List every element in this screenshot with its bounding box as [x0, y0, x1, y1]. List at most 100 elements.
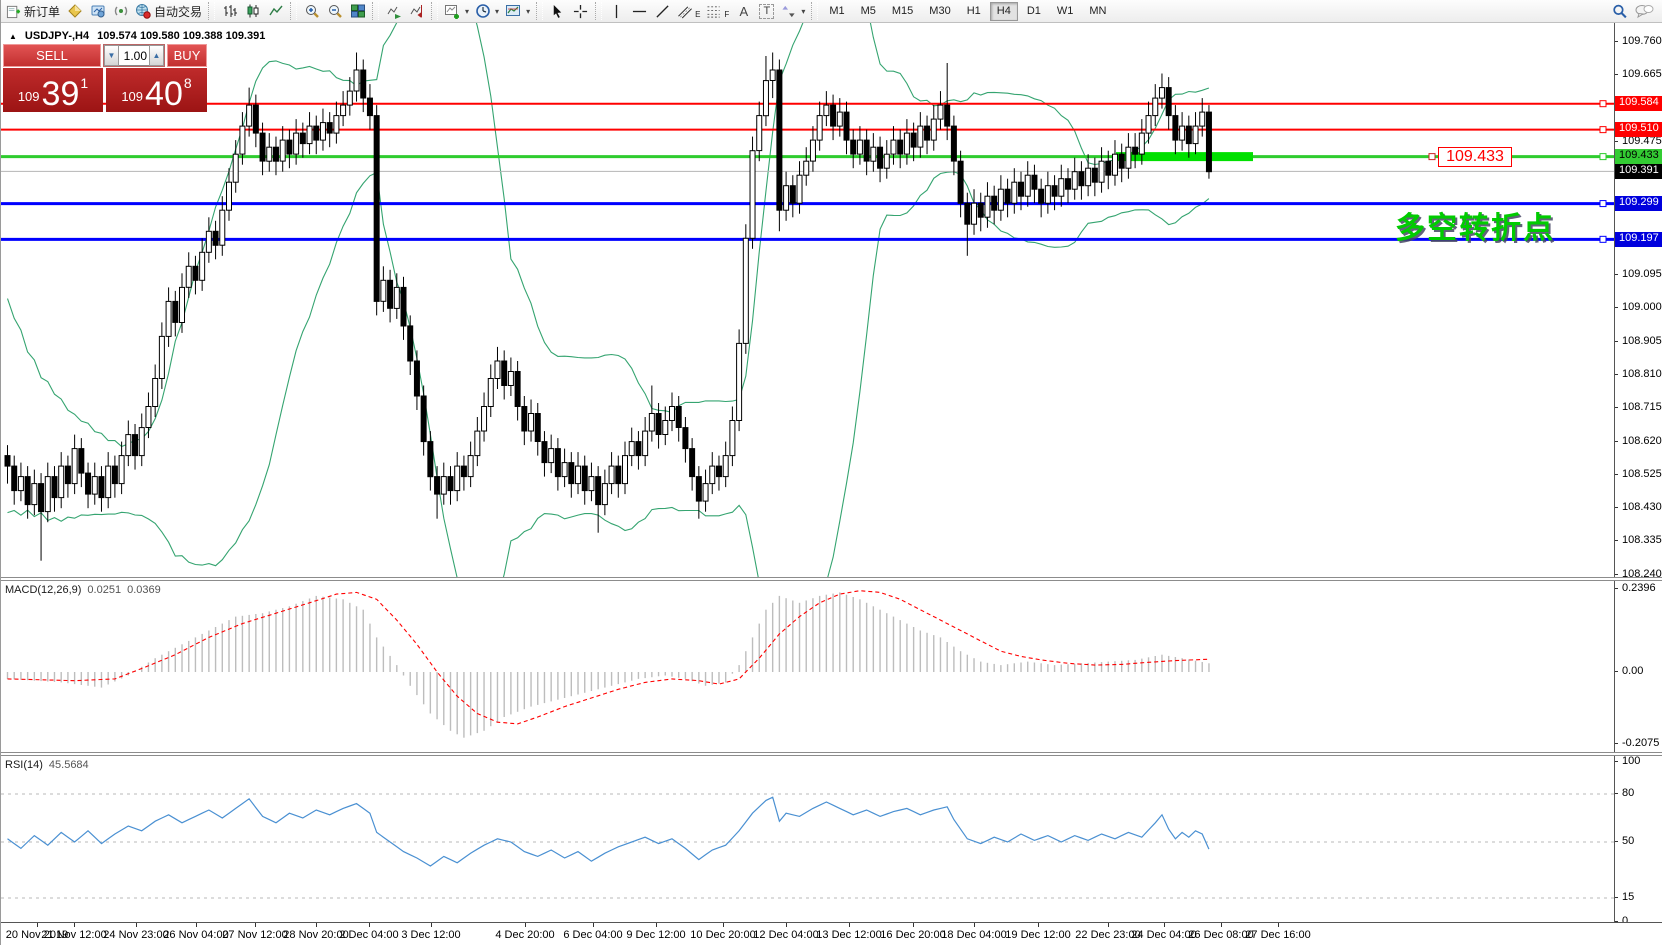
time-axis-tick [1108, 923, 1109, 927]
add-indicator-button[interactable]: ▾ [441, 1, 472, 22]
axis-tick [1614, 440, 1618, 442]
diamond-icon [67, 4, 82, 18]
new-order-icon [6, 5, 21, 18]
pane-separator[interactable] [1, 577, 1662, 581]
line-chart-button[interactable] [264, 1, 287, 22]
time-axis-label: 19 Dec 12:00 [1005, 929, 1071, 941]
price-tag-level: 109.433 [1615, 149, 1662, 165]
axis-label: 100 [1622, 755, 1641, 767]
axis-label: 109.000 [1622, 301, 1662, 314]
axis-tick [1614, 671, 1618, 672]
timeframe-button-m1[interactable]: M1 [822, 2, 851, 21]
timeframe-button-d1[interactable]: D1 [1020, 2, 1048, 21]
indicator-list-button[interactable] [63, 1, 86, 22]
timeframe-button-m30[interactable]: M30 [922, 2, 957, 21]
zoom-in-icon [305, 5, 319, 18]
axis-label: 108.240 [1622, 567, 1662, 580]
volume-input[interactable] [119, 45, 149, 66]
rsi-value: 45.5684 [48, 759, 89, 771]
sell-price-display[interactable]: 109 39 1 [3, 68, 103, 112]
arrows-tool-button[interactable]: ▾ [778, 1, 808, 22]
bar-chart-button[interactable] [218, 1, 241, 22]
axis-tick [1614, 588, 1618, 590]
one-click-trading-panel: SELL ▼ ▲ BUY 109 39 1 109 40 8 [3, 44, 207, 112]
chart-annotation-text[interactable]: 多空转折点 [1395, 212, 1555, 245]
toolbar-grip [208, 2, 216, 20]
time-axis-label: 20 Nov 2019 [5, 929, 69, 941]
pane-separator[interactable] [1, 752, 1662, 756]
time-axis-tick [593, 923, 594, 927]
templates-button[interactable]: ▾ [502, 1, 533, 22]
auto-scroll-button[interactable] [382, 1, 405, 22]
crosshair-icon [574, 4, 588, 18]
market-watch-button[interactable] [86, 1, 109, 22]
time-axis[interactable]: 20 Nov 2019 21 Nov 12:00 24 Nov 23:00 26 No… [1, 922, 1662, 945]
buy-button[interactable]: BUY [167, 44, 207, 67]
axis-label: 109.665 [1622, 68, 1662, 81]
text-tool-button[interactable]: A [732, 1, 755, 22]
timeframe-button-m15[interactable]: M15 [885, 2, 920, 21]
sell-button[interactable]: SELL [3, 44, 101, 67]
chart-shift-button[interactable] [405, 1, 428, 22]
price-axis-border [1614, 23, 1615, 922]
chevron-down-icon: ▾ [465, 6, 470, 16]
axis-tick [1614, 340, 1618, 342]
time-axis-tick [786, 923, 787, 927]
vertical-line-icon [615, 4, 618, 18]
tile-windows-button[interactable] [346, 1, 369, 22]
timeframe-button-mn[interactable]: MN [1082, 2, 1113, 21]
price-label-box[interactable]: 109.433 [1438, 147, 1512, 167]
signal-button[interactable] [109, 1, 132, 22]
zoom-out-button[interactable] [323, 1, 346, 22]
time-axis-tick [136, 923, 137, 927]
axis-label: 15 [1622, 891, 1635, 903]
volume-decrease-button[interactable]: ▼ [104, 45, 119, 66]
main-price-pane[interactable] [1, 23, 1614, 577]
text-label-tool-button[interactable]: T [755, 1, 778, 22]
candlestick-chart-button[interactable] [241, 1, 264, 22]
axis-tick [1614, 74, 1618, 76]
axis-label: 80 [1622, 787, 1635, 799]
timeframe-button-m5[interactable]: M5 [854, 2, 883, 21]
fibo-f-glyph: F [724, 9, 730, 19]
terminal-icon [91, 5, 105, 18]
toolbar: 新订单 自动交易 [1, 0, 1662, 23]
timeframe-button-h4[interactable]: H4 [989, 1, 1018, 21]
time-axis-tick [913, 923, 914, 927]
chat-button[interactable] [1631, 1, 1657, 22]
axis-label: 50 [1622, 835, 1635, 847]
time-axis-label: 24 Dec 04:00 [1131, 929, 1197, 941]
time-axis-label: 21 Nov 12:00 [41, 929, 107, 941]
buy-price-display[interactable]: 109 40 8 [106, 68, 207, 112]
macd-pane[interactable] [1, 581, 1614, 752]
volume-increase-button[interactable]: ▲ [149, 45, 164, 66]
vertical-line-tool-button[interactable] [605, 1, 628, 22]
price-tag-level: 109.510 [1615, 122, 1662, 138]
rsi-pane[interactable] [1, 756, 1614, 922]
zoom-in-button[interactable] [300, 1, 323, 22]
chevron-down-icon: ▾ [801, 6, 806, 16]
horizontal-line-tool-button[interactable] [628, 1, 651, 22]
fibonacci-tool-button[interactable]: F [703, 1, 732, 22]
channel-tool-button[interactable]: E [674, 1, 703, 22]
chart-area[interactable]: ▲ USDJPY-,H4 109.574 109.580 109.388 109… [1, 23, 1662, 945]
search-button[interactable] [1608, 1, 1631, 22]
axis-label: 108.810 [1622, 367, 1662, 380]
sell-price-prefix: 109 [17, 89, 40, 104]
timeframe-button-h1[interactable]: H1 [960, 2, 988, 21]
text-tool-icon: A [739, 3, 749, 19]
periods-button[interactable]: ▾ [472, 1, 502, 22]
text-label-icon: T [759, 3, 775, 19]
axis-label: 0 [1622, 915, 1629, 927]
crosshair-tool-button[interactable] [569, 1, 592, 22]
trendline-tool-button[interactable] [651, 1, 674, 22]
cursor-tool-button[interactable] [546, 1, 569, 22]
new-order-button[interactable]: 新订单 [3, 1, 63, 22]
time-axis-label: 2 Dec 04:00 [339, 929, 399, 941]
zoom-out-icon [328, 5, 342, 18]
autotrading-button[interactable]: 自动交易 [132, 1, 205, 22]
chat-icon [1635, 5, 1654, 19]
axis-label: 108.905 [1622, 334, 1662, 347]
timeframe-button-w1[interactable]: W1 [1050, 2, 1081, 21]
time-axis-label: 4 Dec 20:00 [495, 929, 555, 941]
